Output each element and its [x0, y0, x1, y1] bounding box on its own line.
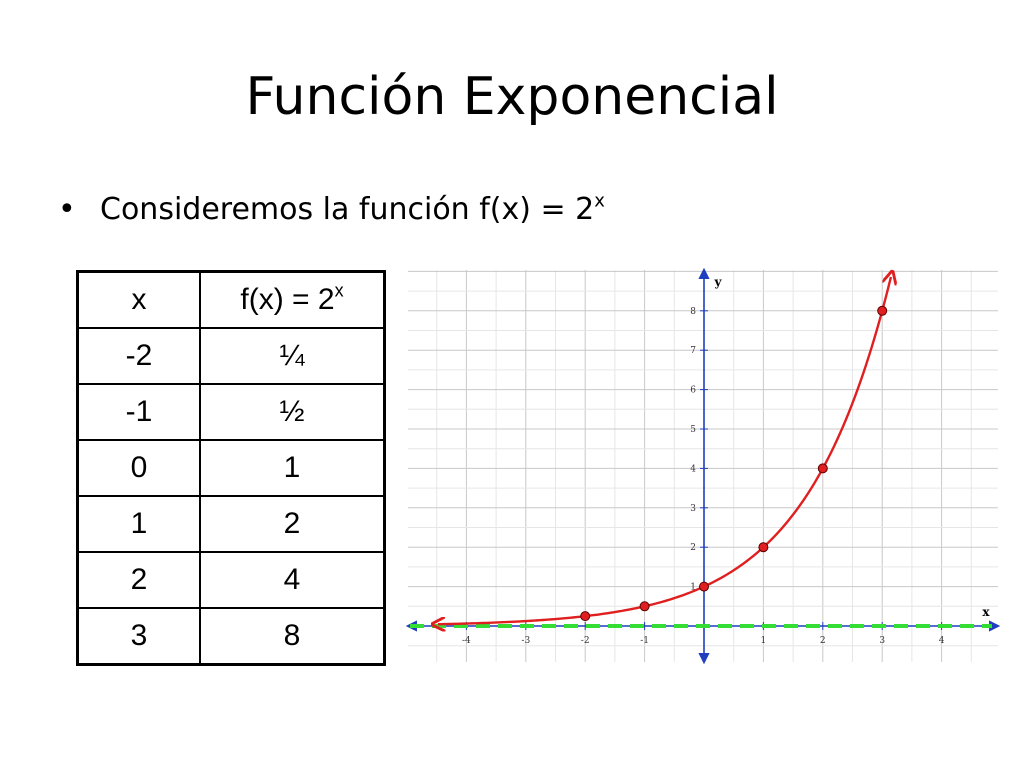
x-tick-label: -2	[581, 636, 590, 646]
cell-fx: ½	[199, 383, 386, 441]
table-row: -2 ¼	[76, 327, 386, 385]
bullet-text: Consideremos la función f(x) = 2	[100, 192, 595, 227]
cell-fx: ¼	[199, 327, 386, 385]
cell-x: 0	[76, 439, 201, 497]
table-row: 1 2	[76, 495, 386, 553]
table-row: 3 8	[76, 607, 386, 666]
x-tick-label: -4	[462, 636, 471, 646]
header-fx-text: f(x) = 2	[240, 283, 335, 316]
x-axis-label: x	[982, 605, 990, 619]
y-tick-label: 6	[690, 386, 696, 396]
x-tick-label: -3	[521, 636, 530, 646]
data-point	[817, 463, 828, 474]
table-row: 0 1	[76, 439, 386, 497]
y-tick-label: 7	[690, 346, 696, 356]
slide-title: Función Exponencial	[245, 67, 779, 127]
cell-x: -1	[76, 383, 201, 441]
table-row: -1 ½	[76, 383, 386, 441]
data-point	[758, 542, 769, 553]
table-row: 2 4	[76, 551, 386, 609]
x-tick-label: 1	[761, 636, 767, 646]
bullet-exponent: x	[594, 190, 605, 212]
data-points	[580, 305, 888, 622]
cell-x: -2	[76, 327, 201, 385]
x-tick-label: 2	[820, 636, 826, 646]
cell-x: 1	[76, 495, 201, 553]
cell-x: 3	[76, 607, 201, 666]
x-tick-label: 3	[879, 636, 885, 646]
y-tick-label: 3	[690, 504, 696, 514]
y-tick-label: 5	[690, 425, 696, 435]
bullet-symbol: •	[58, 192, 76, 227]
axis-labels: xy	[714, 275, 991, 619]
table-header-row: x f(x) = 2x	[76, 270, 386, 329]
values-table: x f(x) = 2x -2 ¼ -1 ½ 0 1 1 2 2 4 3 8	[76, 270, 386, 666]
x-tick-label: 4	[939, 636, 945, 646]
cell-fx: 8	[199, 607, 386, 666]
header-x: x	[76, 270, 201, 329]
exponential-curve	[438, 277, 891, 624]
cell-x: 2	[76, 551, 201, 609]
data-point	[580, 611, 591, 622]
cell-fx: 1	[199, 439, 386, 497]
data-point	[699, 581, 709, 592]
y-tick-label: 4	[690, 464, 696, 474]
y-tick-label: 2	[690, 543, 696, 553]
data-point	[639, 601, 650, 612]
y-tick-label: 8	[690, 307, 696, 317]
data-point	[877, 305, 888, 316]
curve	[438, 277, 891, 624]
header-fx: f(x) = 2x	[199, 270, 386, 329]
header-fx-exponent: x	[334, 280, 344, 301]
x-tick-label: -1	[640, 636, 649, 646]
cell-fx: 4	[199, 551, 386, 609]
cell-fx: 2	[199, 495, 386, 553]
bullet-item: • Consideremos la función f(x) = 2x	[58, 188, 605, 232]
y-axis-label: y	[714, 275, 723, 289]
grid-lines	[408, 270, 998, 662]
